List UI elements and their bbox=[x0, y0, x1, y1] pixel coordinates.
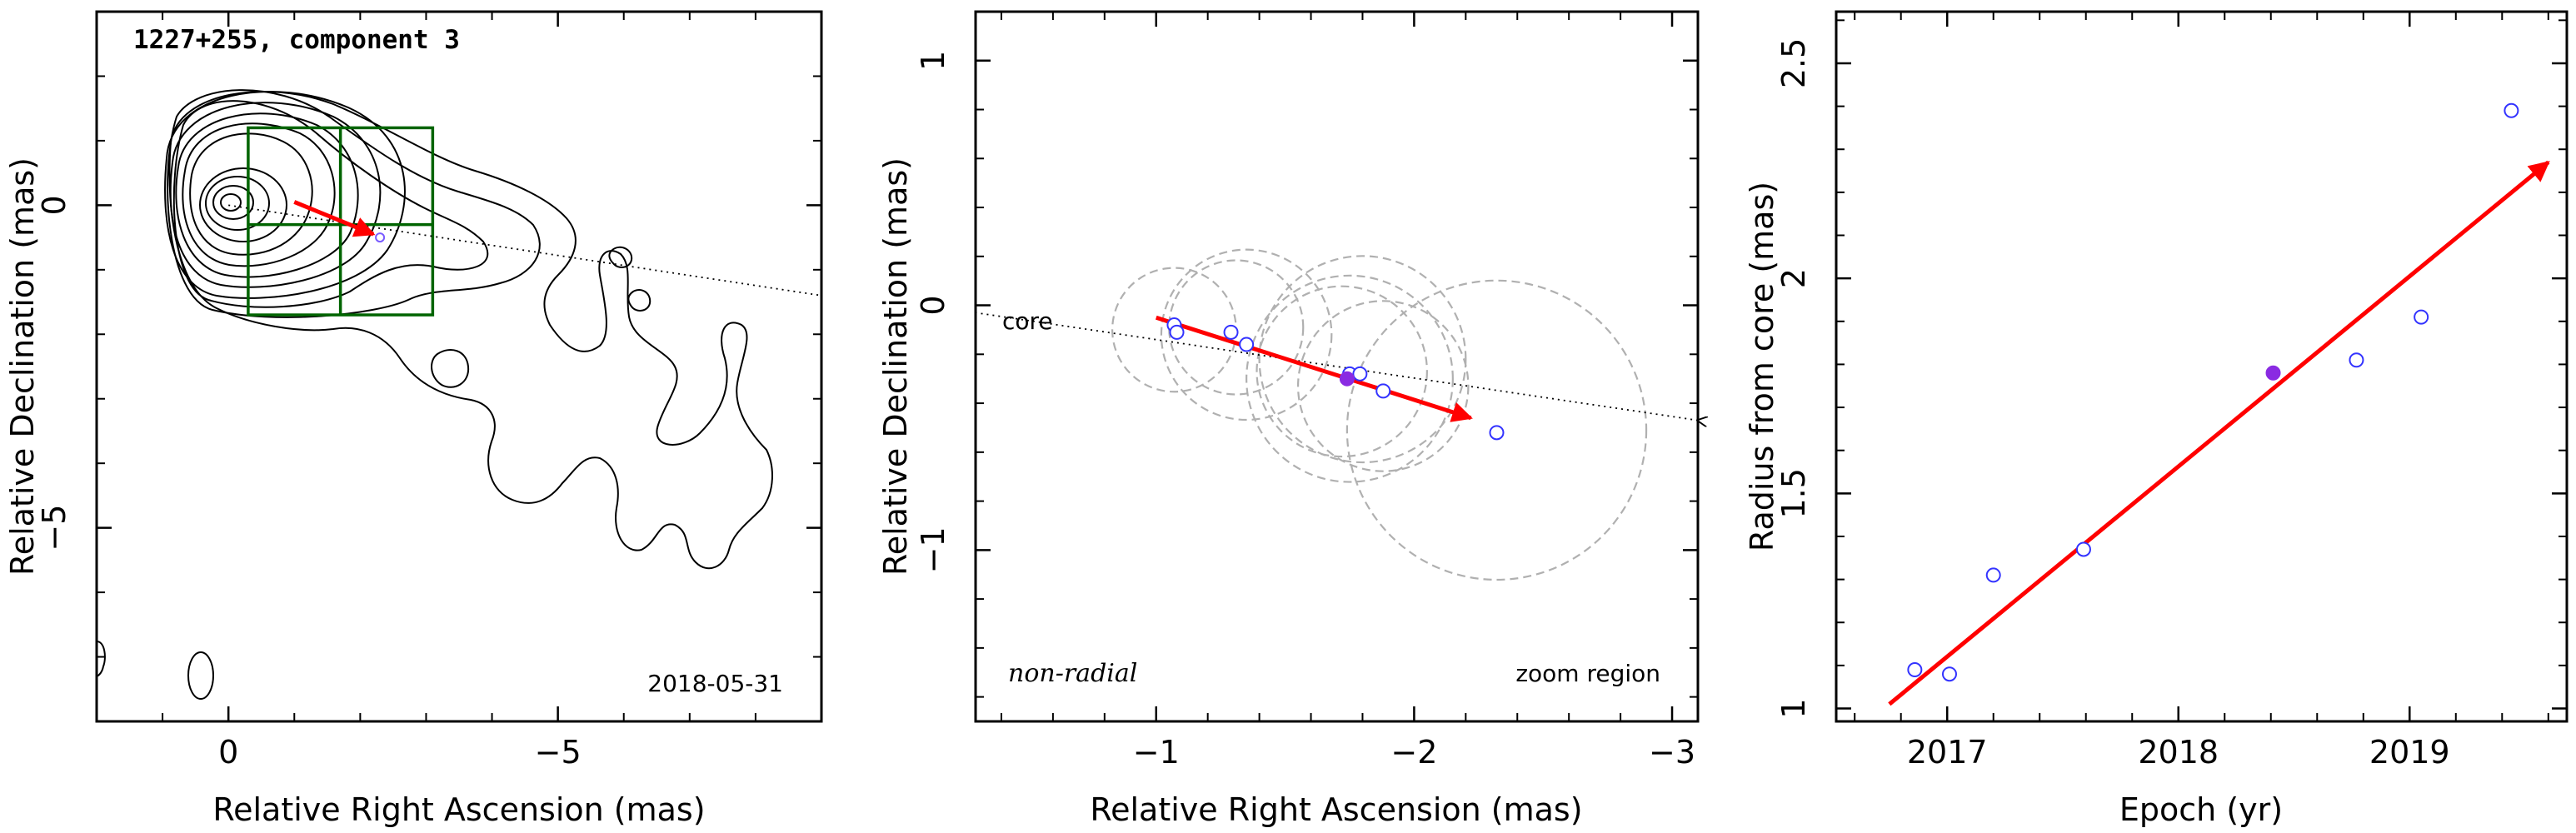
observation-date: 2018-05-31 bbox=[647, 670, 783, 697]
y-tick-label: 0 bbox=[36, 195, 72, 215]
core-label: core bbox=[1002, 307, 1053, 335]
contour-plot bbox=[97, 89, 773, 700]
y-tick-label: 1 bbox=[1775, 698, 1812, 718]
y-axis-label: Relative Declination (mas) bbox=[877, 157, 914, 576]
data-point bbox=[1941, 666, 1957, 682]
uncertainty-circle bbox=[1296, 300, 1470, 472]
component-marker bbox=[375, 232, 386, 243]
data-point bbox=[1907, 662, 1923, 678]
uncertainty-circle bbox=[1258, 255, 1467, 464]
x-tick-label: 2019 bbox=[2369, 734, 2450, 771]
x-axis-label: Relative Right Ascension (mas) bbox=[212, 791, 705, 828]
y-tick-label: 2.5 bbox=[1775, 38, 1812, 88]
uncertainty-circle bbox=[1160, 248, 1333, 421]
y-tick-label: 1 bbox=[915, 51, 951, 71]
uncertainty-circle bbox=[1168, 259, 1305, 396]
data-point bbox=[1375, 383, 1391, 399]
x-axis-label: Relative Right Ascension (mas) bbox=[1090, 791, 1582, 828]
x-axis-label: Epoch (yr) bbox=[2119, 791, 2283, 828]
highlight-point bbox=[2265, 365, 2281, 381]
highlight-point bbox=[1339, 371, 1355, 387]
y-tick-label: 2 bbox=[1775, 268, 1812, 288]
y-tick-label: 1.5 bbox=[1775, 468, 1812, 518]
plot-frame bbox=[974, 10, 1700, 723]
data-point bbox=[2349, 352, 2364, 368]
plot-frame bbox=[95, 10, 823, 723]
data-point bbox=[1489, 425, 1505, 441]
x-tick-label: −1 bbox=[1133, 734, 1180, 771]
panel-title: 1227+255, component 3 bbox=[133, 25, 460, 55]
uncertainty-circle bbox=[1345, 279, 1648, 581]
y-axis-label: Radius from core (mas) bbox=[1744, 182, 1780, 551]
radius-points bbox=[1907, 102, 2519, 682]
data-point bbox=[1352, 366, 1368, 382]
x-tick-label: −2 bbox=[1390, 734, 1437, 771]
x-tick-label: 2018 bbox=[2138, 734, 2219, 771]
axis-ticks: 0 −5 0 −5 bbox=[36, 12, 821, 771]
data-point bbox=[1239, 337, 1255, 352]
y-axis-label: Relative Declination (mas) bbox=[4, 157, 41, 576]
direction-line bbox=[975, 312, 1698, 420]
uncertainty-circle bbox=[1246, 274, 1454, 483]
x-tick-label: −5 bbox=[535, 734, 582, 771]
x-tick-label: −3 bbox=[1649, 734, 1695, 771]
axis-ticks: 2017 2018 2019 1 1.5 2 2.5 bbox=[1775, 12, 2567, 771]
data-point bbox=[2075, 541, 2091, 557]
panel-zoom-region: −1 −2 −3 1 0 −1 core non-radial zoom region R… bbox=[877, 10, 1700, 828]
y-tick-label: −5 bbox=[36, 505, 72, 551]
y-tick-label: 0 bbox=[915, 295, 951, 315]
mode-label: non-radial bbox=[1008, 659, 1137, 688]
data-point bbox=[2504, 102, 2519, 118]
region-label: zoom region bbox=[1515, 660, 1660, 687]
panel-contour-map: 0 −50−5 1227+255, component 3 2018-05-31 … bbox=[4, 10, 823, 828]
fit-arrow bbox=[1888, 160, 2550, 706]
data-point bbox=[2414, 309, 2429, 325]
panel-radius-vs-epoch: 2017 2018 2019 1 1.5 2 2.5 Epoch (yr) Radius f… bbox=[1744, 10, 2569, 828]
axis-ticks: −1 −2 −3 1 0 −1 bbox=[915, 11, 1698, 771]
plot-frame bbox=[1835, 10, 2569, 723]
x-tick-label: 2017 bbox=[1907, 734, 1988, 771]
data-point bbox=[1985, 567, 2001, 583]
component-arrow bbox=[293, 200, 376, 237]
uncertainty-circle bbox=[1256, 285, 1428, 458]
component-positions bbox=[1166, 317, 1505, 441]
uncertainty-circles bbox=[1111, 248, 1648, 581]
motion-arrow bbox=[1155, 315, 1473, 422]
direction-line bbox=[228, 204, 822, 297]
data-point bbox=[1223, 324, 1239, 340]
data-point bbox=[1169, 324, 1185, 340]
y-tick-label: −1 bbox=[915, 526, 951, 573]
x-tick-label: 0 bbox=[218, 734, 238, 771]
